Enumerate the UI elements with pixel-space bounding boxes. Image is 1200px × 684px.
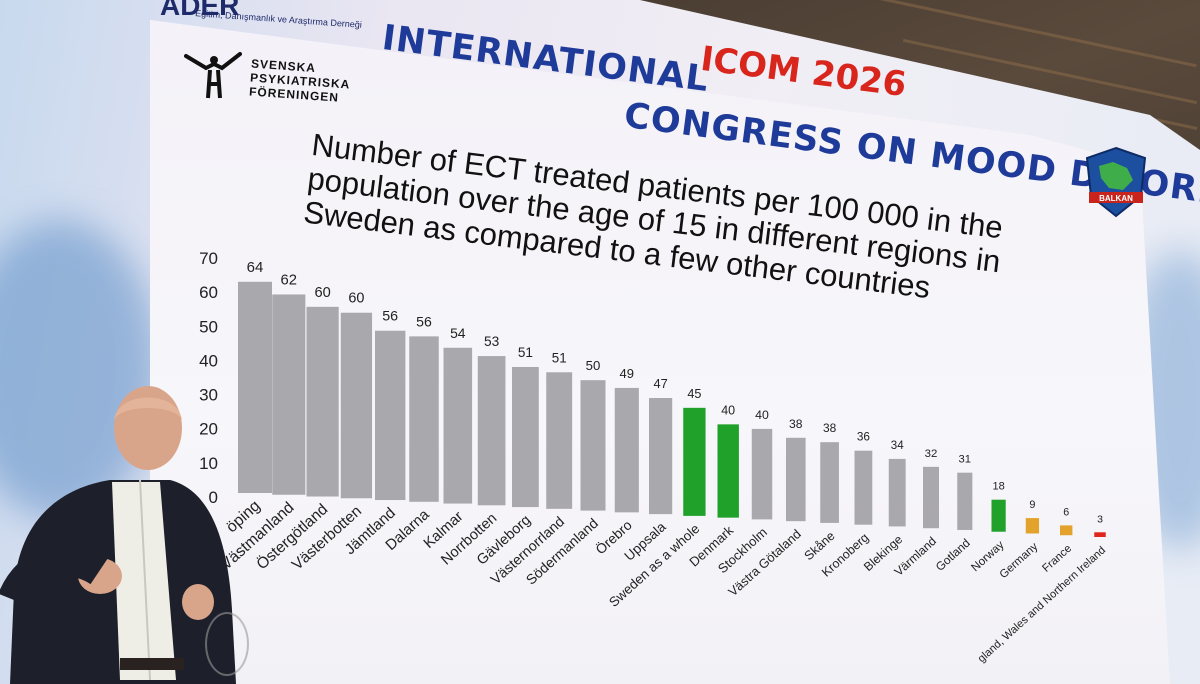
balkan-badge-logo: BALKAN xyxy=(1085,146,1147,218)
y-tick-label: 70 xyxy=(199,249,218,268)
bar xyxy=(1025,518,1040,534)
bar-value-label: 6 xyxy=(1063,506,1069,518)
bar-value-label: 56 xyxy=(382,309,398,325)
bar xyxy=(1060,525,1073,536)
bar-value-label: 40 xyxy=(755,408,769,422)
bar xyxy=(1094,532,1106,537)
bar-value-label: 45 xyxy=(687,387,701,401)
bar-value-label: 51 xyxy=(518,345,533,360)
y-tick-label: 30 xyxy=(199,386,218,405)
bar-value-label: 34 xyxy=(891,440,904,452)
bar xyxy=(238,281,272,493)
bar-value-label: 38 xyxy=(789,417,803,431)
bar-value-label: 36 xyxy=(857,431,871,444)
bar-value-label: 60 xyxy=(314,285,330,301)
bar xyxy=(272,294,306,495)
bar-value-label: 51 xyxy=(552,350,567,365)
bar-value-label: 40 xyxy=(721,403,735,417)
bar xyxy=(649,398,673,515)
bar xyxy=(957,472,973,530)
bar-value-label: 49 xyxy=(620,366,634,381)
bar-value-label: 38 xyxy=(823,421,837,435)
y-tick-label: 40 xyxy=(199,351,218,370)
category-label: Gotland xyxy=(933,536,973,574)
bar xyxy=(923,466,939,529)
balkan-badge-text: BALKAN xyxy=(1099,194,1133,203)
watercolor-blob xyxy=(0,220,160,520)
faint-seal-emblem xyxy=(205,612,249,676)
category-label: gland, Wales and Northern Ireland xyxy=(976,544,1108,665)
bar xyxy=(443,347,473,504)
bar xyxy=(854,450,873,525)
ader-logo: ADER xyxy=(160,0,240,21)
bar xyxy=(512,366,539,508)
speaker-person xyxy=(0,386,236,684)
bar-value-label: 56 xyxy=(416,313,432,329)
y-tick-label: 10 xyxy=(199,454,218,473)
bar xyxy=(375,330,406,501)
bar xyxy=(820,442,839,523)
y-tick-label: 60 xyxy=(199,283,218,302)
bar-value-label: 9 xyxy=(1029,499,1035,511)
bar-value-label: 64 xyxy=(247,259,264,276)
bar xyxy=(546,372,573,509)
y-tick-label: 50 xyxy=(199,317,218,336)
bar xyxy=(717,424,739,518)
bar xyxy=(888,458,906,527)
bar xyxy=(580,380,606,511)
bar-value-label: 62 xyxy=(281,272,297,288)
bar-value-label: 31 xyxy=(959,454,971,466)
bar-value-label: 3 xyxy=(1097,513,1103,525)
bar xyxy=(683,407,706,516)
bar-value-label: 50 xyxy=(586,358,601,373)
society-figure-logo xyxy=(184,52,242,99)
category-label: France xyxy=(1040,543,1074,575)
bar-value-label: 32 xyxy=(925,448,938,460)
bar xyxy=(409,336,439,502)
bar xyxy=(340,312,373,499)
bar xyxy=(477,356,506,506)
bar-value-label: 53 xyxy=(484,334,500,349)
bar xyxy=(306,306,339,497)
bar-value-label: 54 xyxy=(450,325,466,341)
y-tick-label: 0 xyxy=(209,488,218,507)
bar-value-label: 18 xyxy=(992,481,1004,493)
bar-value-label: 47 xyxy=(653,376,667,391)
bar xyxy=(614,387,639,513)
bar xyxy=(786,437,806,522)
bar xyxy=(991,499,1006,532)
bar-value-label: 60 xyxy=(348,291,364,307)
bar xyxy=(751,428,773,520)
y-tick-label: 20 xyxy=(199,420,218,439)
